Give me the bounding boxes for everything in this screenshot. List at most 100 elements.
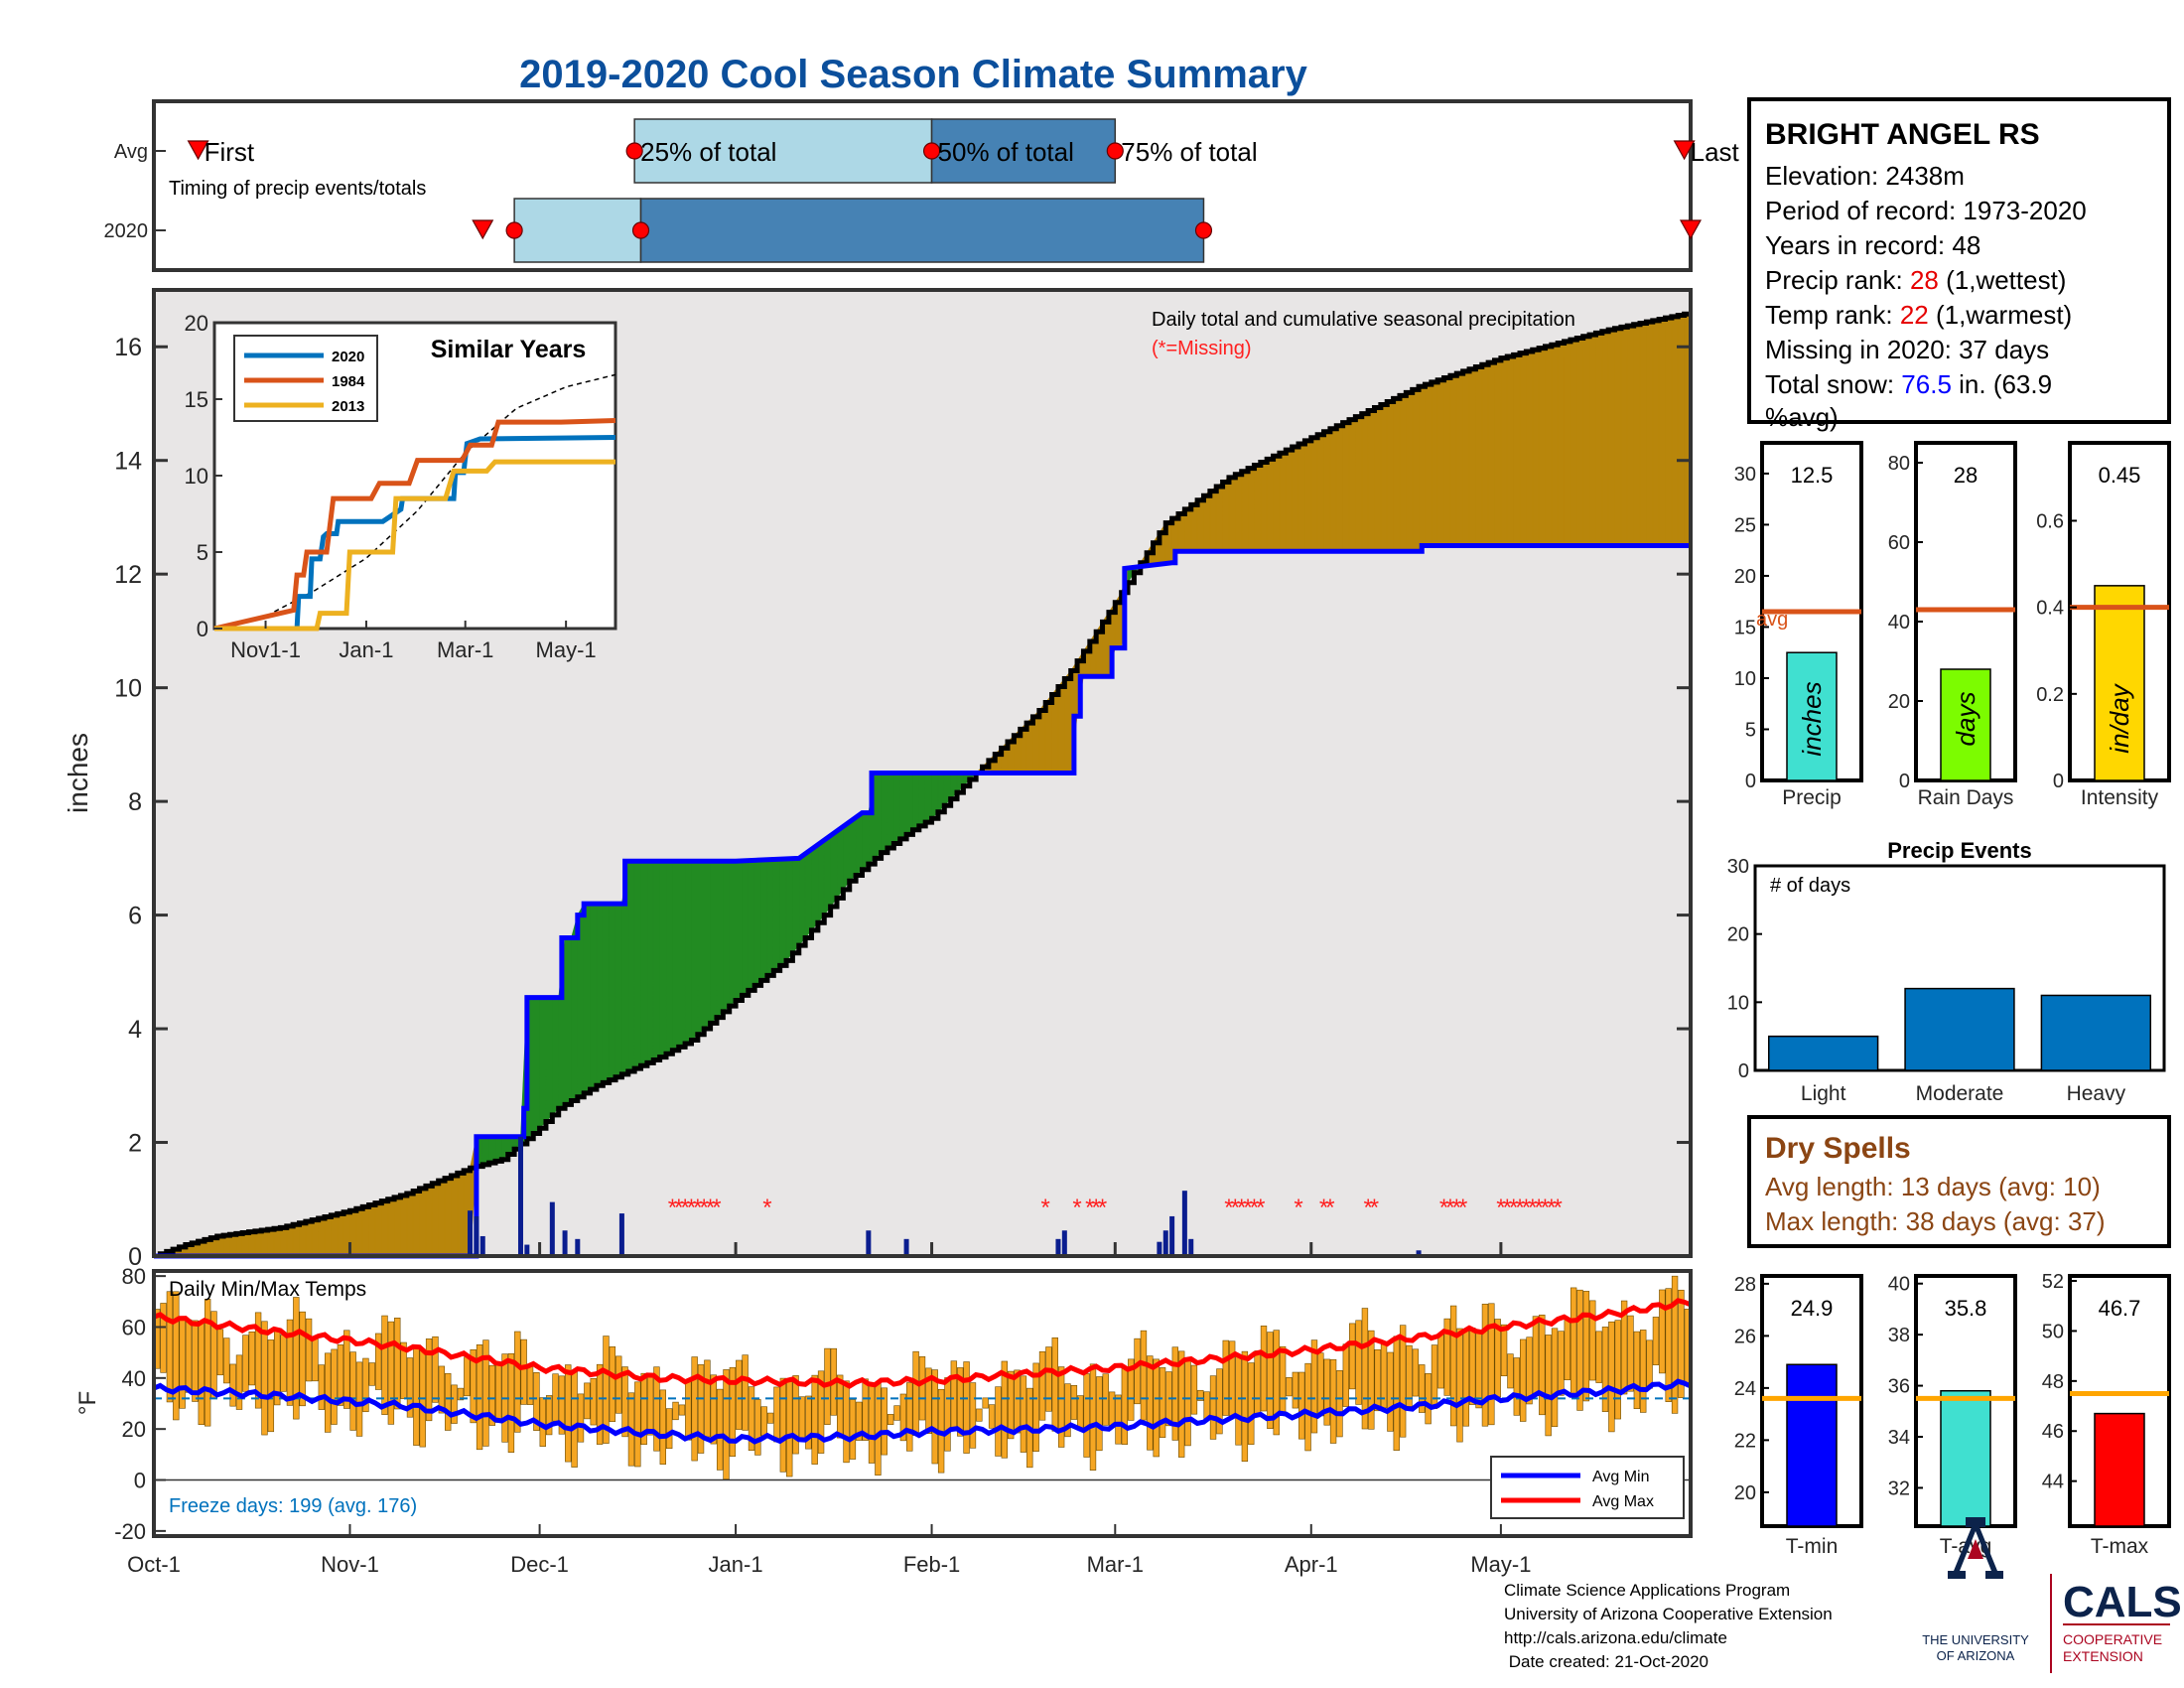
daily-temp-bar — [1096, 1376, 1103, 1452]
daily-temp-bar — [843, 1380, 850, 1464]
timing-quartile-dot — [922, 142, 941, 160]
event-label-heavy: Heavy — [2067, 1082, 2126, 1105]
daily-temp-bar — [470, 1348, 477, 1424]
inset-legend-label-2013: 2013 — [332, 398, 364, 415]
daily-temp-bar — [1462, 1331, 1470, 1427]
panel-ytick-label: 20 — [1888, 691, 1910, 713]
daily-temp-bar — [918, 1355, 926, 1421]
timing-event-triangle — [472, 219, 494, 240]
daily-temp-bars — [154, 1275, 1692, 1480]
panel-ytick-label: 46 — [2042, 1421, 2064, 1443]
temp-ytick-label: -20 — [114, 1519, 146, 1544]
daily-temp-bar — [760, 1406, 767, 1437]
daily-temp-bar — [312, 1336, 319, 1382]
cals-logo-line-2: EXTENSION — [2063, 1648, 2143, 1664]
daily-temp-bar — [912, 1350, 919, 1436]
daily-temp-bar — [571, 1370, 578, 1468]
missing-day-marker: * — [1243, 1195, 1252, 1221]
daily-temp-bar — [482, 1339, 489, 1447]
y2020-cumulative-line — [154, 543, 1691, 1259]
panel-value-0: 24.9 — [1791, 1296, 1834, 1321]
missing-day-marker: * — [1370, 1195, 1379, 1221]
daily-temp-bar — [621, 1366, 628, 1438]
daily-temp-bar — [280, 1335, 287, 1392]
events-ytick-label: 20 — [1727, 924, 1749, 946]
daily-temp-bar — [343, 1330, 350, 1409]
date-xtick-label: Apr-1 — [1285, 1552, 1338, 1577]
panel-bar-1 — [1940, 1389, 1991, 1527]
cum-plot-frame — [152, 288, 1693, 1258]
panel-ytick-label: 20 — [1734, 1482, 1756, 1504]
daily-temp-bar — [1507, 1353, 1514, 1389]
inset-ytick-label: 0 — [197, 617, 208, 641]
daily-temp-bar — [1349, 1323, 1356, 1390]
daily-temp-bar — [179, 1320, 186, 1409]
daily-temp-bar — [520, 1338, 527, 1405]
event-bar-heavy — [2040, 994, 2152, 1071]
daily-temp-bar — [192, 1320, 199, 1402]
daily-temp-bar — [267, 1339, 275, 1433]
similar-years-inset: 0 5 10 15 20 Nov1-1 Jan-1 Mar-1 May-1 Similar Yea… — [185, 311, 617, 662]
daily-temp-bar — [1374, 1348, 1381, 1412]
inset-xtick-label: Nov1-1 — [230, 637, 301, 662]
inset-legend-label-1984: 1984 — [332, 373, 365, 390]
station-name: BRIGHT ANGEL RS — [1765, 118, 2040, 151]
daily-temp-bar — [1184, 1359, 1191, 1447]
daily-temp-bar — [1083, 1373, 1090, 1458]
daily-temp-bar — [1248, 1362, 1255, 1445]
daily-temp-bar — [646, 1376, 654, 1436]
missing-day-marker: * — [1496, 1195, 1505, 1221]
daily-temp-bar — [235, 1354, 243, 1410]
ua-logo-line-1: THE UNIVERSITY — [1922, 1632, 2029, 1647]
date-xtick-label: Oct-1 — [127, 1552, 181, 1577]
panel-ytick-label: 30 — [1734, 464, 1756, 486]
panel-value-1: 28 — [1954, 463, 1978, 488]
daily-temp-bar — [173, 1291, 180, 1421]
timing-event-triangle — [1679, 219, 1703, 240]
station-snow-pct: %avg) — [1765, 402, 1839, 432]
freeze-days-text: Freeze days: 199 (avg. 176) — [169, 1495, 417, 1517]
daily-temp-bar — [1121, 1367, 1129, 1445]
daily-temp-bar — [805, 1395, 812, 1450]
daily-temp-bar — [1419, 1364, 1426, 1413]
daily-temp-bar — [1001, 1360, 1008, 1459]
temp-chart-title: Daily Min/Max Temps — [169, 1278, 366, 1301]
avg-max-line — [153, 1298, 1692, 1389]
daily-temp-bar — [748, 1386, 755, 1452]
date-xtick-label: May-1 — [1470, 1552, 1531, 1577]
daily-temp-bar — [1045, 1346, 1052, 1412]
daily-temp-bar — [798, 1396, 806, 1439]
daily-temp-bar — [1342, 1343, 1350, 1407]
station-elevation: Elevation: 2438m — [1765, 161, 1965, 191]
daily-temp-bar — [488, 1364, 495, 1426]
daily-temp-bar — [969, 1382, 977, 1449]
daily-temp-bar — [1595, 1331, 1602, 1383]
daily-temp-bar — [457, 1387, 465, 1401]
timing-event-triangle — [1673, 140, 1696, 161]
daily-temp-bar — [1652, 1317, 1660, 1365]
daily-temp-bar — [1368, 1330, 1375, 1430]
panel-ytick-label: 40 — [1888, 1274, 1910, 1296]
daily-temp-bar — [1671, 1275, 1679, 1414]
daily-temp-bar — [514, 1331, 521, 1433]
missing-day-marker: * — [1041, 1195, 1050, 1221]
panel-ytick-label: 50 — [2042, 1321, 2064, 1342]
dry-spells-box: Dry Spells Avg length: 13 days (avg: 10)… — [1747, 1115, 2171, 1248]
daily-precip-bar — [562, 1230, 568, 1256]
daily-temp-bar — [1197, 1389, 1204, 1401]
daily-temp-bar — [406, 1357, 414, 1418]
timing-quartile-dot — [1194, 221, 1213, 239]
precip-events-chart: Light Moderate Heavy 0 10 20 30 Precip Events # … — [1727, 838, 2166, 1105]
daily-temp-bar — [640, 1372, 647, 1446]
missing-day-marker: * — [1072, 1195, 1081, 1221]
panel-ytick-label: 34 — [1888, 1427, 1910, 1449]
daily-temp-bar — [950, 1360, 958, 1431]
daily-temp-bar — [438, 1365, 446, 1414]
missing-day-marker: * — [1554, 1195, 1563, 1221]
panel-ytick-label: 0 — [1745, 771, 1756, 792]
daily-precip-bar — [474, 1215, 479, 1256]
daily-temp-bar — [1526, 1336, 1533, 1405]
daily-precip-bar — [1061, 1230, 1067, 1256]
dry-spells-title: Dry Spells — [1765, 1132, 1911, 1165]
